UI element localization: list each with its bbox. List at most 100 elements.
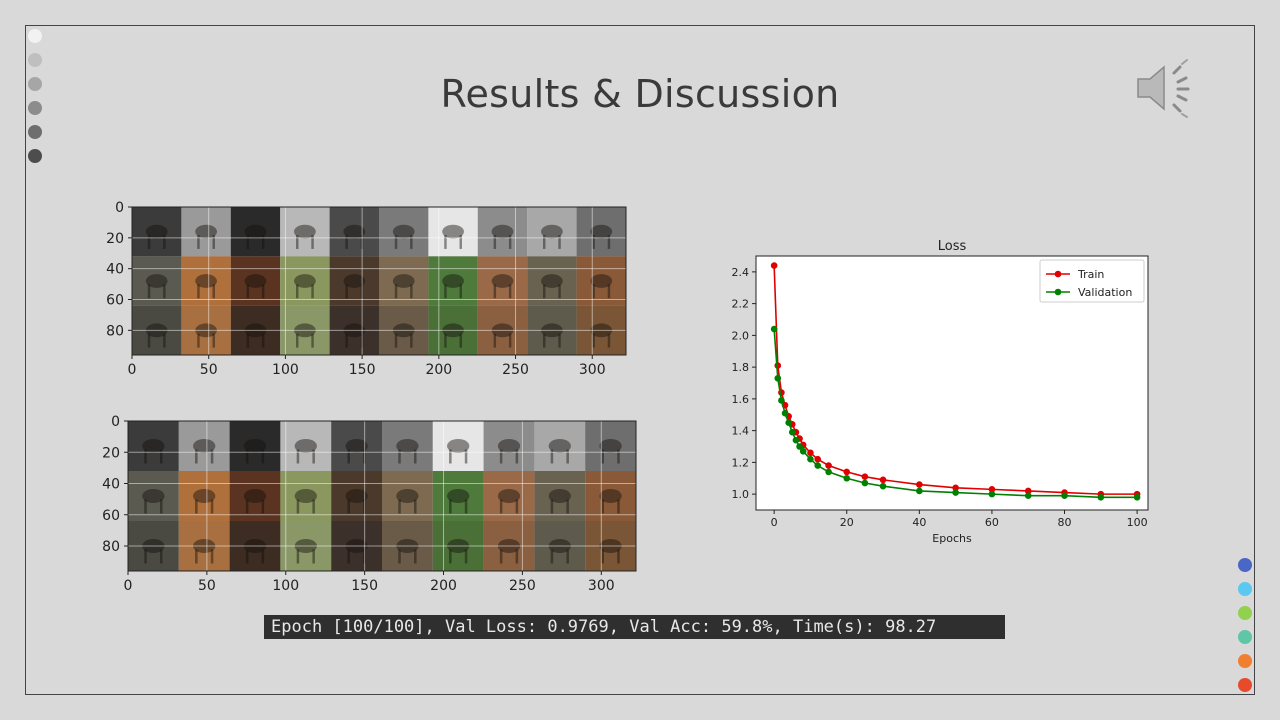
horse-leg [163,333,166,348]
y-tick-label: 1.2 [732,456,750,469]
grid-thumbnail [178,421,230,471]
horse-leg [245,449,249,464]
horse-leg [296,235,299,249]
horse-silhouette [396,489,419,503]
horse-leg [410,333,413,348]
x-tick-label: 0 [128,362,137,378]
horse-leg [508,333,512,348]
nav-dot-right[interactable] [1238,630,1252,644]
speaker-sound-icon[interactable] [1134,58,1200,118]
horse-silhouette [599,439,622,453]
horse-leg [312,499,315,514]
grid-thumbnail [483,471,535,521]
horse-leg [515,549,519,564]
nav-dot-left[interactable] [28,101,42,115]
horse-silhouette [590,274,613,288]
nav-dot-left[interactable] [28,125,42,139]
data-point-validation [814,462,822,469]
y-tick-label: 40 [102,477,120,493]
image-grid-top: 0 50 100 150 200 250 300 0 20 40 60 80 [100,198,640,387]
horse-silhouette [244,224,267,239]
horse-leg [311,333,314,348]
grid-thumbnail [483,421,535,471]
horse-silhouette [447,489,470,503]
nav-dot-right[interactable] [1238,678,1252,692]
nav-dot-right[interactable] [1238,606,1252,620]
y-tick-label: 20 [106,231,124,247]
data-point-validation [861,479,869,487]
horse-leg [592,333,595,348]
grid-thumbnail [229,421,281,471]
x-tick-label: 40 [912,516,926,529]
nav-dot-left[interactable] [28,53,42,67]
grid-thumbnail [230,256,281,306]
horse-leg [147,235,151,249]
horse-leg [144,549,147,564]
grid-thumbnail [382,471,433,521]
nav-dot-right[interactable] [1238,654,1252,668]
x-tick-label: 300 [579,362,606,378]
image-grid-bottom: 0 50 100 150 200 250 300 0 20 40 60 80 [95,412,645,606]
y-tick-label: 80 [102,539,120,555]
horse-leg [347,549,350,564]
x-tick-label: 100 [272,578,299,594]
horse-leg [160,449,163,464]
horse-leg [345,235,348,249]
nav-dot-left[interactable] [28,149,42,163]
data-point-train [861,473,869,480]
horse-silhouette [442,224,464,239]
horse-silhouette [491,224,514,239]
horse-leg [464,449,468,464]
grid-thumbnail [229,471,281,521]
y-tick-label: 20 [102,445,120,461]
horse-leg [464,499,468,514]
grid-thumbnail [331,471,382,521]
horse-leg [493,284,497,299]
horse-leg [398,499,401,514]
horse-leg [410,235,413,249]
horse-leg [345,284,348,299]
nav-dot-left[interactable] [28,29,42,43]
x-tick-label: 250 [509,578,536,594]
horse-leg [459,333,462,348]
y-tick-label: 1.8 [732,361,750,374]
x-tick-label: 250 [502,362,529,378]
nav-dot-left[interactable] [28,77,42,91]
data-point-train [879,476,887,484]
data-point-train [988,486,996,493]
horse-leg [210,449,214,464]
x-tick-label: 300 [588,578,615,594]
y-tick-label: 40 [106,262,124,278]
y-tick-label: 2.2 [732,298,750,311]
horse-silhouette [392,274,415,288]
x-tick-label: 0 [124,578,133,594]
horse-silhouette [599,489,622,503]
horse-leg [592,235,595,249]
nav-dot-right[interactable] [1238,558,1252,572]
data-point-train [843,468,851,476]
y-tick-label: 80 [106,323,124,339]
horse-leg [566,549,569,564]
horse-silhouette [145,274,168,288]
horse-leg [212,284,215,299]
horse-silhouette [142,439,165,453]
horse-leg [558,333,561,348]
x-tick-label: 20 [840,516,854,529]
nav-dot-right[interactable] [1238,582,1252,596]
grid-thumbnail [230,207,281,257]
grid-thumbnail [382,421,433,471]
grid-thumbnail [585,421,636,471]
data-point-validation [778,397,785,404]
horse-leg [246,284,250,299]
horse-silhouette [294,274,316,288]
horse-silhouette [294,224,316,239]
horse-silhouette [294,439,317,453]
loss-chart: Loss 0 20 40 60 80 100 1.0 1.2 1.4 1.6 1.8 2.0 2.2 2.4… [722,232,1162,556]
grid-thumbnail [280,471,332,521]
horse-leg [449,549,452,564]
y-tick-label: 0 [111,414,120,430]
data-point-validation [1024,492,1032,500]
x-tick-label: 50 [200,362,218,378]
x-tick-label: 100 [272,362,299,378]
x-tick-label: 80 [1058,516,1072,529]
